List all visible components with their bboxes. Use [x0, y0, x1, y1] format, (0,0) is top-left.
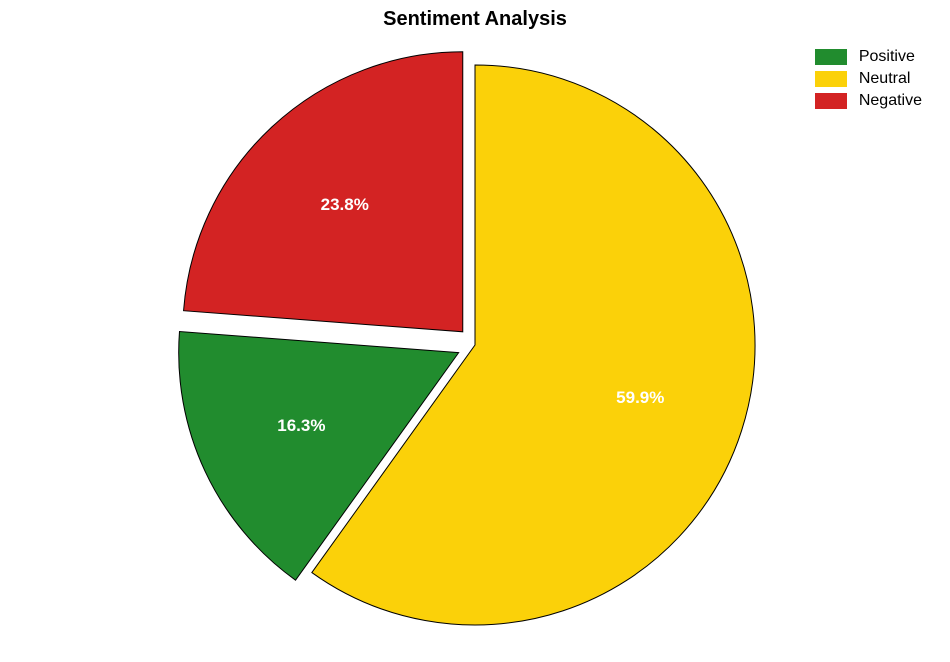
- legend-label-neutral: Neutral: [859, 70, 911, 88]
- legend-label-negative: Negative: [859, 92, 922, 110]
- legend-swatch-positive: [815, 49, 847, 65]
- pie-svg: [0, 0, 950, 662]
- sentiment-pie-chart: Sentiment Analysis Positive Neutral Nega…: [0, 0, 950, 662]
- slice-label-negative: 23.8%: [321, 195, 369, 215]
- legend-label-positive: Positive: [859, 48, 915, 66]
- slice-label-neutral: 59.9%: [616, 388, 664, 408]
- legend-swatch-neutral: [815, 71, 847, 87]
- legend-item-positive: Positive: [815, 48, 922, 66]
- legend-swatch-negative: [815, 93, 847, 109]
- legend-item-neutral: Neutral: [815, 70, 922, 88]
- pie-slice-negative: [184, 52, 463, 332]
- slice-label-positive: 16.3%: [277, 416, 325, 436]
- legend-item-negative: Negative: [815, 92, 922, 110]
- legend: Positive Neutral Negative: [815, 48, 922, 114]
